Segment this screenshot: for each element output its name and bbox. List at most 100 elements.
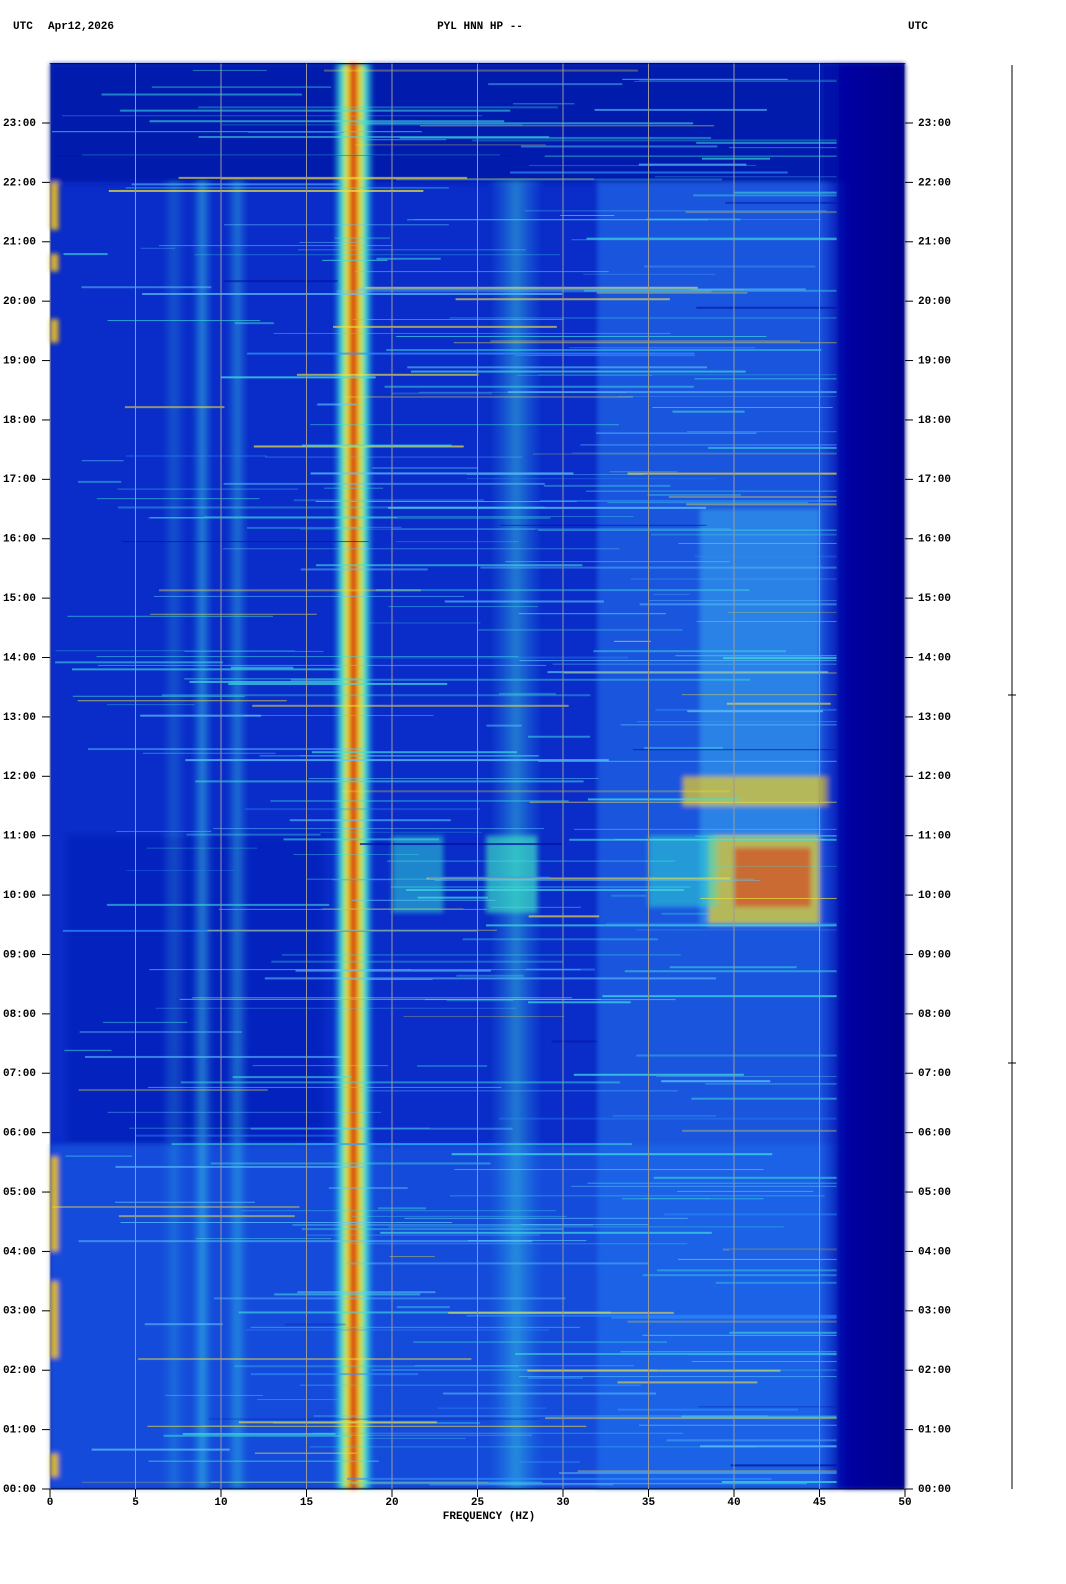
streak [587,798,740,801]
y-tick-label: 06:00 [3,1128,36,1140]
streak [257,1399,338,1401]
streak [55,661,223,664]
streak [462,938,658,941]
streak [466,474,644,476]
x-tick-label: 40 [727,1497,740,1509]
streak [234,1365,519,1368]
streak [223,482,545,485]
streak [180,1081,620,1084]
streak [221,178,595,180]
spectral-line [226,182,249,1490]
streak [64,1049,112,1051]
streak [587,1182,837,1184]
streak [547,671,828,674]
edge-energy [50,318,59,343]
streak [350,1434,533,1436]
streak [213,1297,566,1300]
streak [254,1452,357,1454]
streak [392,392,493,395]
streak [115,1165,367,1168]
streak [84,1055,343,1058]
streak [538,529,837,531]
streak [297,1291,436,1294]
streak [729,1249,837,1251]
streak [491,906,581,908]
streak [148,517,551,519]
streak [618,396,837,398]
streak [310,424,619,426]
streak [165,1394,263,1396]
streak [331,879,393,881]
streak [524,210,827,212]
streak [437,1407,547,1409]
streak [514,355,695,357]
streak [334,237,391,240]
streak [122,541,369,543]
streak [178,176,468,179]
axes: 0 5 10 15 20 25 30 35 40 45 50 00:00 00:00 01:00 01:00… [3,63,951,1509]
streak [252,704,569,707]
y-tick-label: 12:00 [3,771,36,783]
streak [580,444,837,446]
streak [540,499,837,502]
streak [81,460,124,462]
x-tick-label: 15 [300,1497,314,1509]
streak [116,830,212,832]
streak [223,280,338,283]
streak [515,1352,837,1355]
streak [126,869,235,871]
streak [632,749,837,751]
streak [319,831,483,833]
streak [485,924,837,927]
streak [627,1320,837,1323]
streak [140,714,262,717]
streak [179,998,601,1000]
streak [698,1406,837,1408]
streak [571,239,837,241]
streak [359,1090,678,1092]
streak [107,320,261,322]
streak [602,995,837,998]
streak [725,201,837,204]
streak [224,224,449,226]
edge-energy [50,1281,59,1359]
streak [213,828,545,830]
streak [79,1031,242,1034]
streak [185,759,609,762]
streak [78,480,122,483]
streak [636,1054,837,1057]
streak [328,1187,408,1190]
streak [182,1432,336,1435]
streak [620,724,837,726]
streak [380,1231,712,1234]
streak [138,1358,472,1361]
streak [155,1007,517,1009]
streak [250,1127,513,1130]
streak [687,431,837,433]
streak [299,755,538,757]
streak [356,139,447,141]
streak [131,183,340,186]
streak [543,484,671,487]
streak [685,211,837,214]
y-tick-label-right: 14:00 [918,652,951,664]
x-axis-label: FREQUENCY (HZ) [443,1511,535,1523]
y-tick-label: 01:00 [3,1425,36,1437]
streak [315,564,583,567]
streak [232,1076,352,1079]
streak [519,1461,580,1464]
streak [488,83,623,86]
streak [295,969,491,972]
streak [52,1205,300,1208]
streak [293,499,484,502]
streak [560,215,615,217]
streak [194,254,561,256]
y-tick-label-right: 08:00 [918,1009,951,1021]
streak [351,1243,688,1245]
streak [186,833,321,836]
streak [693,194,837,197]
streak [420,125,715,127]
streak [250,1373,419,1376]
streak [351,1483,807,1485]
streak [351,899,496,901]
